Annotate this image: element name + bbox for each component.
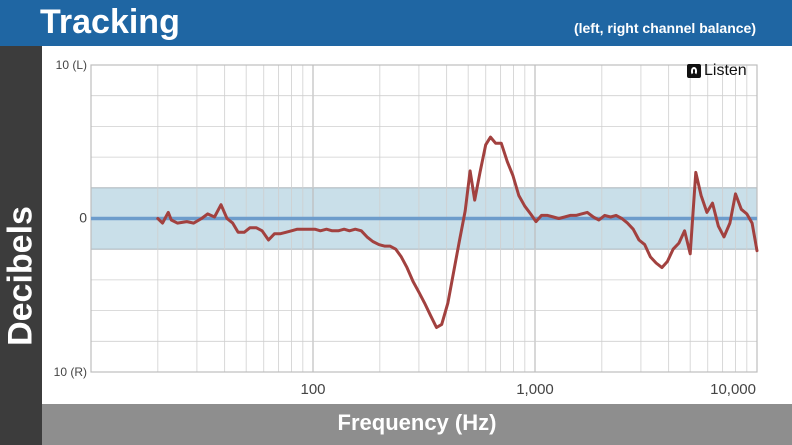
y-tick-label: 0 [79, 210, 87, 226]
x-axis-band: Frequency (Hz) [42, 404, 792, 445]
tick-label-layer: 10 (L) 0 10 (R) 100 1,000 10,000 [54, 58, 756, 398]
x-tick-label: 1,000 [516, 381, 554, 398]
x-axis-label: Frequency (Hz) [337, 410, 497, 435]
y-tick-label: 10 (R) [54, 365, 87, 379]
curve-layer [156, 135, 759, 329]
y-axis-band: Decibels [0, 46, 42, 445]
listen-logo-text: Listen [704, 62, 747, 79]
x-tick-label: 10,000 [710, 381, 756, 398]
tracking-chart: 10 (L) 0 10 (R) 100 1,000 10,000 [54, 58, 759, 398]
listen-logo: Listen [687, 62, 747, 80]
listen-logo-icon [687, 64, 701, 78]
y-tick-label: 10 (L) [56, 58, 87, 72]
grid-layer [90, 64, 758, 373]
page-title: Tracking [40, 3, 180, 41]
series-line [156, 135, 759, 329]
x-tick-label: 100 [300, 381, 325, 398]
page-subtitle: (left, right channel balance) [573, 20, 756, 36]
header-bar: Tracking (left, right channel balance) [0, 0, 792, 46]
